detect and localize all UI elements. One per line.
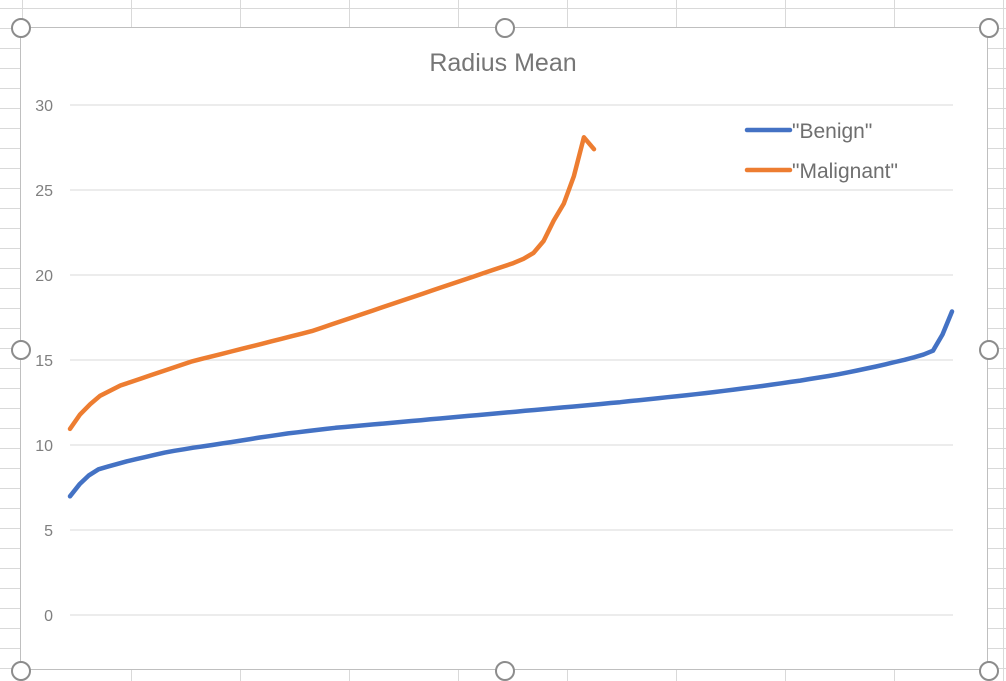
y-tick-label: 20	[35, 268, 53, 285]
chart-area[interactable]	[20, 27, 988, 670]
resize-handle-top-right[interactable]	[979, 18, 999, 38]
resize-handle-bottom-left[interactable]	[11, 661, 31, 681]
legend-label-1: "Malignant"	[792, 160, 898, 183]
resize-handle-middle-left[interactable]	[11, 340, 31, 360]
legend-label-0: "Benign"	[792, 120, 872, 143]
y-tick-label: 5	[44, 523, 53, 540]
y-tick-label: 25	[35, 183, 53, 200]
series-line-1	[67, 135, 597, 432]
chart-title: Radius Mean	[429, 49, 576, 77]
resize-handle-bottom-center[interactable]	[495, 661, 515, 681]
legend: "Benign" "Malignant"	[744, 120, 898, 183]
resize-handle-bottom-right[interactable]	[979, 661, 999, 681]
series-lines	[67, 135, 955, 499]
y-axis-tick-labels: 0 5 10 15 20 25 30	[35, 98, 53, 625]
y-tick-label: 0	[44, 608, 53, 625]
resize-handle-top-left[interactable]	[11, 18, 31, 38]
y-tick-label: 30	[35, 98, 53, 115]
y-tick-label: 10	[35, 438, 53, 455]
resize-handle-top-center[interactable]	[495, 18, 515, 38]
y-tick-label: 15	[35, 353, 53, 370]
resize-handle-middle-right[interactable]	[979, 340, 999, 360]
series-line-0	[67, 309, 955, 499]
